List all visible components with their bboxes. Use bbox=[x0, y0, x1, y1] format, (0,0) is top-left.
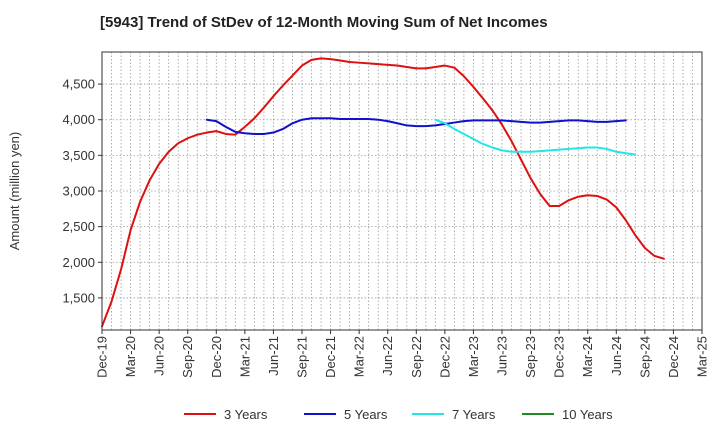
x-tick-label: Jun-23 bbox=[495, 336, 510, 376]
plot-frame bbox=[101, 51, 703, 331]
x-tick-label: Jun-21 bbox=[266, 336, 281, 376]
x-tick-label: Jun-24 bbox=[609, 336, 624, 376]
x-tick-label: Jun-20 bbox=[152, 336, 167, 376]
legend-label-3-years: 3 Years bbox=[224, 407, 268, 422]
y-tick-label: 2,000 bbox=[62, 255, 95, 270]
y-tick-label: 4,000 bbox=[62, 112, 95, 127]
x-tick-label: Sep-20 bbox=[180, 336, 195, 378]
x-tick-label: Dec-22 bbox=[437, 336, 452, 378]
series-line-5-years bbox=[205, 117, 627, 135]
x-tick-label: Dec-19 bbox=[95, 336, 110, 378]
x-tick-label: Dec-21 bbox=[323, 336, 338, 378]
legend-label-10-years: 10 Years bbox=[562, 407, 613, 422]
x-tick-label: Sep-24 bbox=[637, 336, 652, 378]
y-tick-label: 3,500 bbox=[62, 148, 95, 163]
x-tick-label: Sep-22 bbox=[409, 336, 424, 378]
grid bbox=[102, 52, 702, 330]
series-line-3-years bbox=[101, 57, 665, 328]
y-tick-label: 1,500 bbox=[62, 290, 95, 305]
x-tick-label: Dec-20 bbox=[209, 336, 224, 378]
x-tick-label: Mar-21 bbox=[237, 336, 252, 377]
x-tick-label: Mar-20 bbox=[123, 336, 138, 377]
y-tick-label: 4,500 bbox=[62, 77, 95, 92]
y-tick-label: 3,000 bbox=[62, 184, 95, 199]
y-axis-title: Amount (million yen) bbox=[7, 132, 22, 251]
legend-label-5-years: 5 Years bbox=[344, 407, 388, 422]
x-tick-label: Sep-21 bbox=[295, 336, 310, 378]
x-tick-label: Sep-23 bbox=[523, 336, 538, 378]
series-line-7-years bbox=[434, 118, 637, 156]
x-tick-label: Mar-24 bbox=[580, 336, 595, 377]
x-tick-label: Mar-23 bbox=[466, 336, 481, 377]
x-tick-label: Dec-23 bbox=[552, 336, 567, 378]
x-tick-label: Mar-25 bbox=[695, 336, 710, 377]
y-axis: 1,500 2,000 2,500 3,000 3,500 4,000 4,500 bbox=[62, 77, 102, 305]
x-tick-label: Mar-22 bbox=[352, 336, 367, 377]
x-axis: Dec-19 Mar-20 Jun-20 Sep-20 Dec-20 Mar-21 Jun-… bbox=[95, 330, 710, 378]
x-tick-label: Jun-22 bbox=[380, 336, 395, 376]
plot-border bbox=[101, 51, 703, 331]
y-tick-label: 2,500 bbox=[62, 219, 95, 234]
legend-label-7-years: 7 Years bbox=[452, 407, 496, 422]
chart-title: [5943] Trend of StDev of 12-Month Moving… bbox=[100, 14, 548, 31]
legend: 3 Years 5 Years 7 Years 10 Years bbox=[184, 407, 613, 422]
series-lines bbox=[101, 57, 665, 328]
x-tick-label: Dec-24 bbox=[666, 336, 681, 378]
